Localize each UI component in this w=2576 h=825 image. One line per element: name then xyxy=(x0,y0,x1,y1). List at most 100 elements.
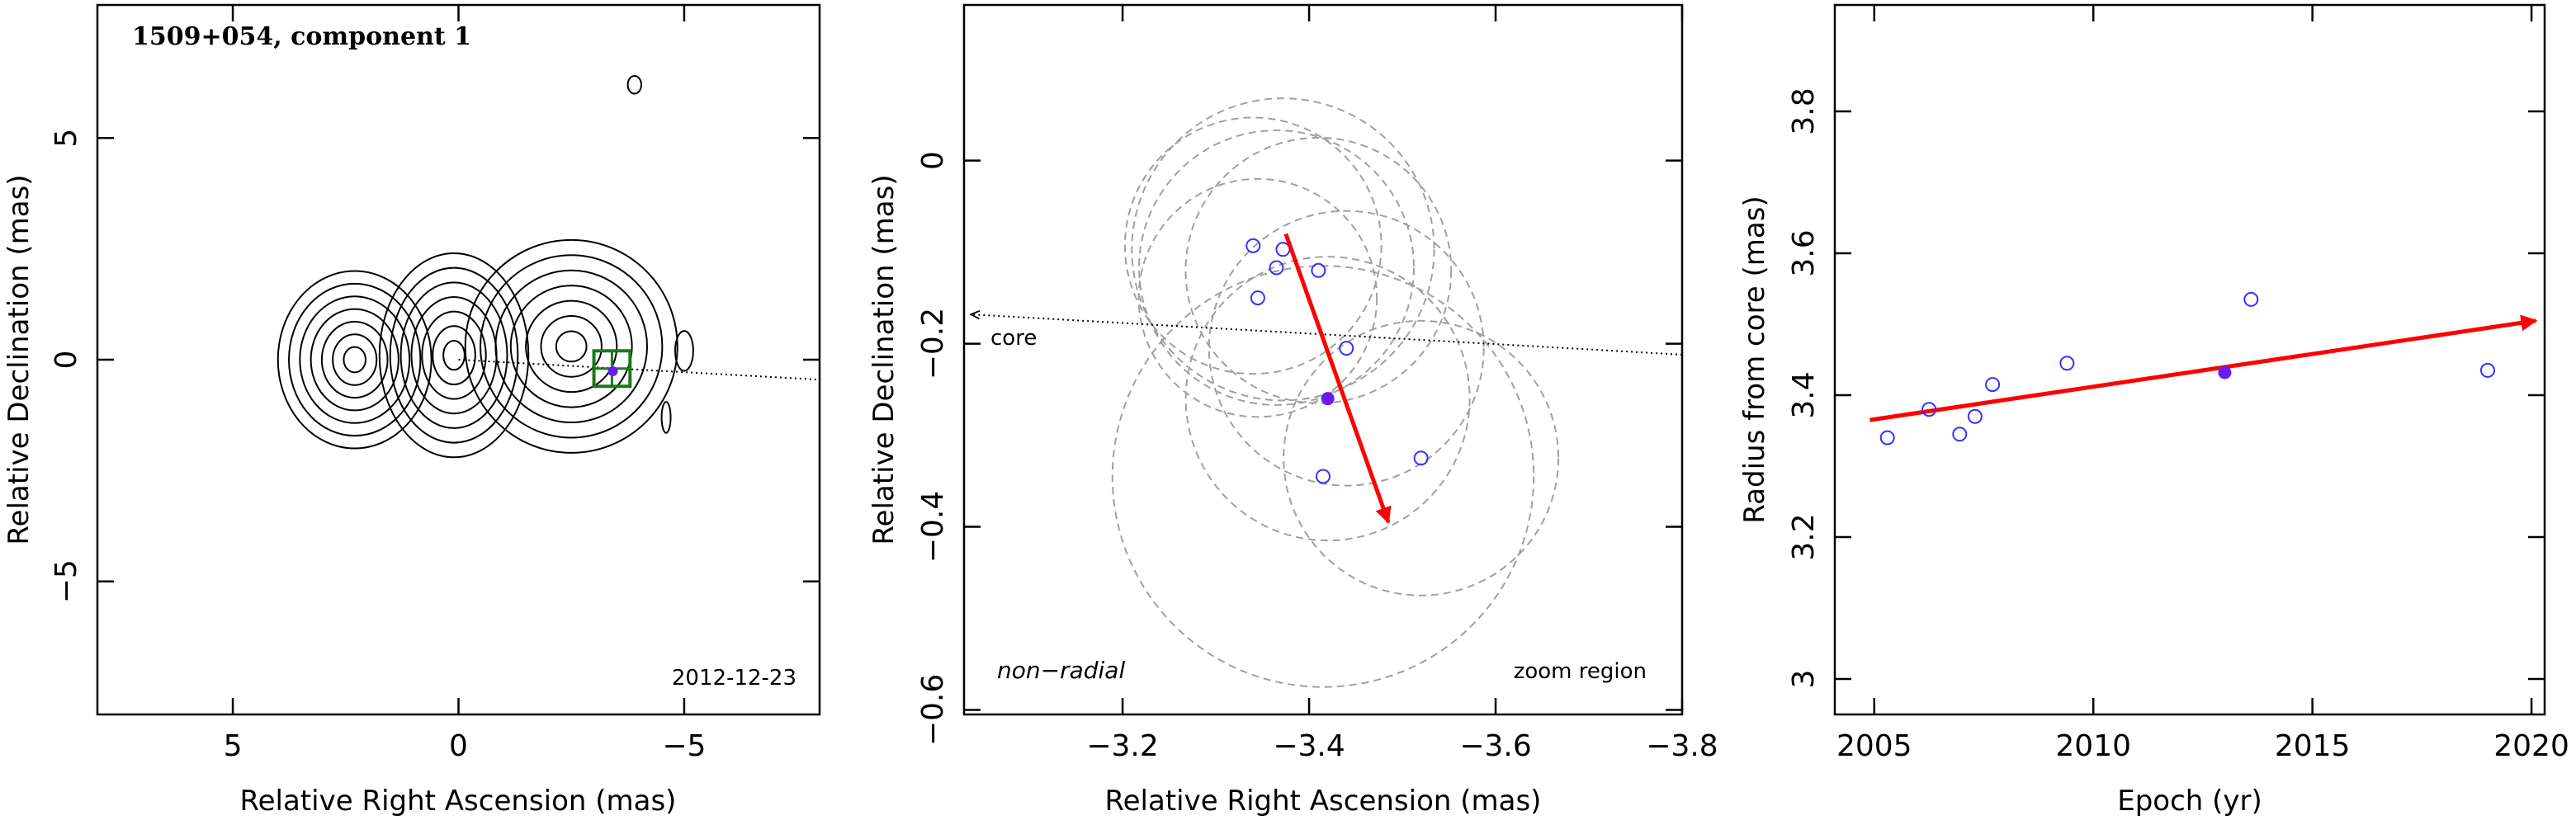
map-y-tick-label: 0 xyxy=(50,351,83,370)
radius-x-tick-label: 2020 xyxy=(2493,729,2569,763)
contour-line xyxy=(480,254,664,439)
radius-point xyxy=(1967,408,1983,424)
epoch-point xyxy=(1316,469,1331,484)
contour-line xyxy=(464,238,678,454)
contour-line xyxy=(442,339,466,371)
zoom-panel: −3.2 −3.4 −3.6 −3.8 0 −0.2 −0.4 −0.6 core non−r… xyxy=(867,3,1718,818)
contour-line xyxy=(626,75,642,95)
radius-fit-arrow xyxy=(1869,314,2538,422)
radius-plot-area xyxy=(1869,291,2538,446)
contour-line xyxy=(525,299,618,394)
radius-point xyxy=(2059,356,2075,371)
zoom-ticks: −3.2 −3.4 −3.6 −3.8 0 −0.2 −0.4 −0.6 xyxy=(916,5,1718,763)
contour-line xyxy=(399,281,508,429)
map-x-axis-label: Relative Right Ascension (mas) xyxy=(240,785,677,818)
map-y-tick-label: −5 xyxy=(50,559,83,603)
contour-plot-area xyxy=(277,75,820,459)
map-x-tick-label: 0 xyxy=(449,729,468,763)
contour-line xyxy=(343,346,366,374)
contour-line xyxy=(555,330,588,363)
zoom-y-tick-label: −0.4 xyxy=(916,491,950,563)
contour-line xyxy=(310,308,399,412)
radius-y-axis-label: Radius from core (mas) xyxy=(1738,196,1771,523)
map-x-tick-label: 5 xyxy=(224,729,243,763)
map-title: 1509+054, component 1 xyxy=(132,22,471,51)
contour-map-panel: 5 0 −5 5 0 −5 1509+054, component 1 2012-12-2… xyxy=(2,3,821,818)
radius-panel: 2005 2010 2015 2020 3 3.2 3.4 3.6 3.8 Epoch (yr)… xyxy=(1738,3,2569,818)
motion-type-label: non−radial xyxy=(997,657,1125,684)
zoom-x-tick-label: −3.4 xyxy=(1273,729,1345,763)
motion-vector-arrow xyxy=(1283,233,1392,524)
radius-point xyxy=(1921,402,1937,417)
zoom-y-axis-label: Relative Declination (mas) xyxy=(867,174,900,544)
map-ticks: 5 0 −5 5 0 −5 xyxy=(50,5,820,763)
radius-x-tick-label: 2015 xyxy=(2275,729,2351,763)
zoom-x-tick-label: −3.2 xyxy=(1086,729,1158,763)
core-label: core xyxy=(990,326,1037,351)
highlight-point xyxy=(1321,392,1335,406)
epoch-point xyxy=(1269,260,1284,276)
radius-point xyxy=(1879,430,1895,446)
error-circle xyxy=(1208,210,1485,487)
contour-line xyxy=(332,333,378,386)
radius-point xyxy=(1985,377,2001,393)
contour-line xyxy=(299,295,411,424)
error-circle xyxy=(1111,265,1535,688)
epoch-point xyxy=(1311,262,1326,278)
radius-point xyxy=(2243,291,2259,307)
contour-line xyxy=(674,330,694,372)
contour-line xyxy=(432,325,476,385)
radius-frame xyxy=(1833,3,2546,716)
radius-y-tick-label: 3.2 xyxy=(1787,513,1821,560)
contour-line xyxy=(320,320,389,399)
contour-line xyxy=(540,315,603,378)
radius-point xyxy=(1952,427,1968,442)
error-circle xyxy=(1184,136,1453,404)
contour-line xyxy=(277,270,432,450)
zoom-x-tick-label: −3.6 xyxy=(1459,729,1531,763)
contour-line xyxy=(509,285,633,408)
epoch-point xyxy=(1413,450,1429,466)
epoch-point xyxy=(1339,341,1354,356)
radius-x-axis-label: Epoch (yr) xyxy=(2117,785,2262,818)
map-y-axis-label: Relative Declination (mas) xyxy=(2,174,35,544)
zoom-y-tick-label: 0 xyxy=(916,151,950,170)
contour-line xyxy=(410,295,498,415)
radius-y-tick-label: 3.6 xyxy=(1787,229,1821,276)
error-circle xyxy=(1131,97,1435,402)
error-circle xyxy=(1138,130,1415,406)
radius-y-tick-label: 3.8 xyxy=(1787,87,1821,134)
zoom-y-tick-label: −0.6 xyxy=(916,674,950,746)
epoch-point xyxy=(1250,290,1265,306)
radius-highlight-point xyxy=(2218,365,2232,380)
contour-line xyxy=(389,266,519,444)
radius-x-tick-label: 2005 xyxy=(1836,729,1912,763)
zoom-frame xyxy=(962,3,1684,716)
zoom-plot-area xyxy=(971,97,1682,688)
error-circle xyxy=(1137,177,1378,418)
error-circle xyxy=(1123,116,1383,375)
zoom-y-tick-label: −0.2 xyxy=(916,308,950,380)
radius-ticks: 2005 2010 2015 2020 3 3.2 3.4 3.6 3.8 xyxy=(1787,5,2569,763)
error-circle xyxy=(1283,319,1560,596)
radius-y-tick-label: 3.4 xyxy=(1787,371,1821,418)
map-x-tick-label: −5 xyxy=(662,729,706,763)
radius-y-tick-label: 3 xyxy=(1787,670,1821,689)
component-marker xyxy=(607,365,618,376)
map-date-label: 2012-12-23 xyxy=(672,666,796,691)
contour-line xyxy=(494,269,649,424)
contour-line xyxy=(660,401,672,434)
zoom-x-tick-label: −3.8 xyxy=(1646,729,1718,763)
map-y-tick-label: 5 xyxy=(50,129,83,148)
epoch-point xyxy=(1245,238,1261,253)
contour-line xyxy=(288,282,422,437)
error-circle xyxy=(1184,256,1471,542)
radius-point xyxy=(2479,362,2495,378)
contour-line xyxy=(421,310,487,400)
zoom-x-axis-label: Relative Right Ascension (mas) xyxy=(1105,785,1542,818)
core-direction-line xyxy=(458,359,820,381)
zoom-region-label: zoom region xyxy=(1514,659,1647,684)
contour-line xyxy=(378,252,530,459)
radius-x-tick-label: 2010 xyxy=(2055,729,2131,763)
